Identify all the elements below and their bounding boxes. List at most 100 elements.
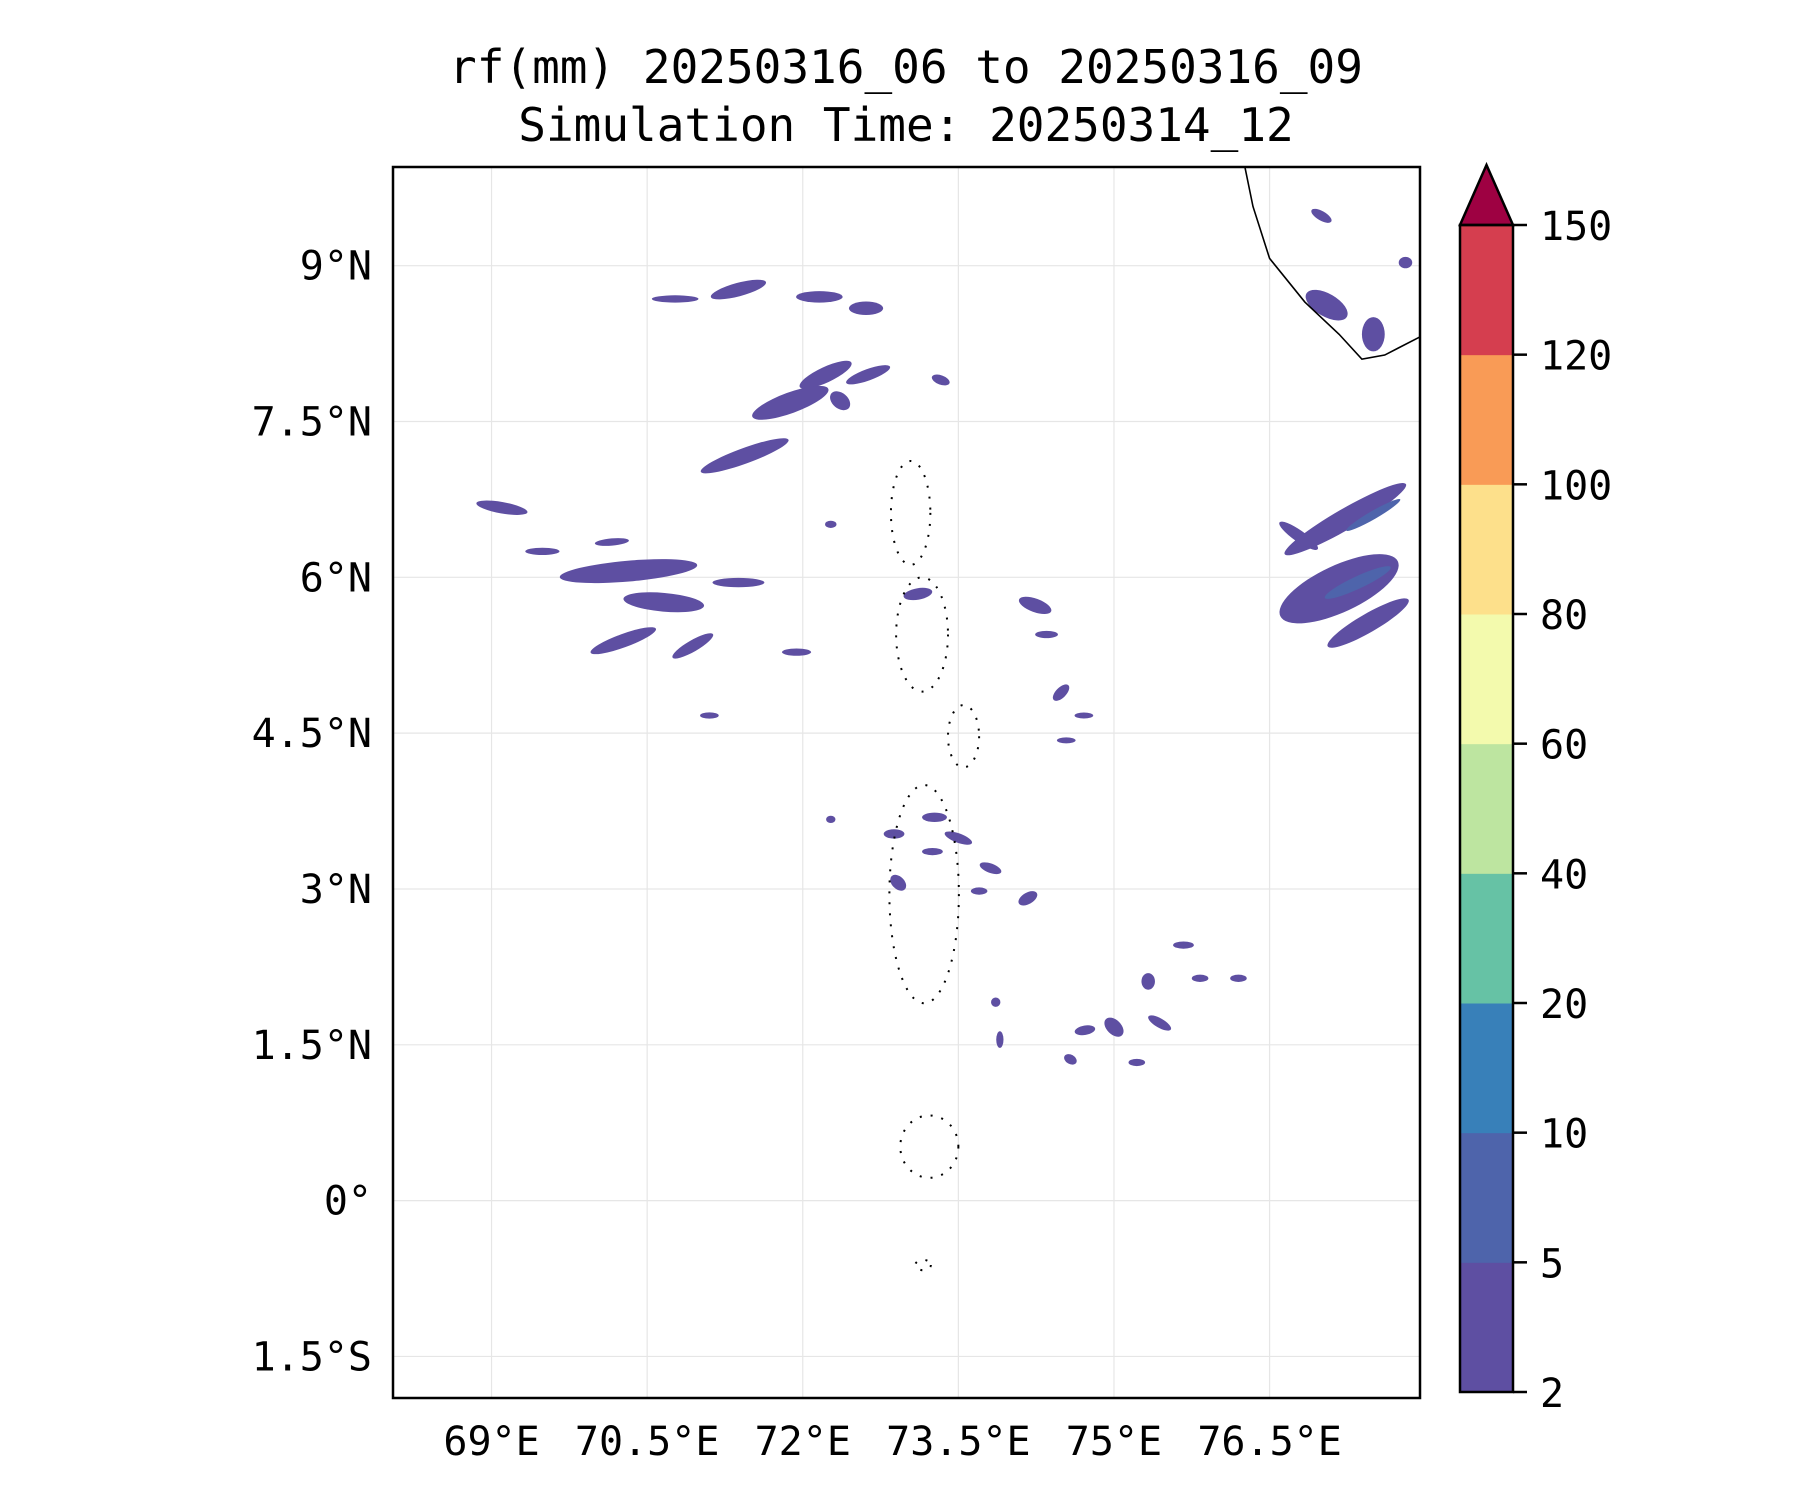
rain-cell bbox=[996, 1031, 1004, 1048]
rain-cell bbox=[672, 633, 714, 659]
y-tick-label: 3°N bbox=[300, 867, 372, 913]
rain-cell bbox=[1324, 566, 1391, 599]
rain-cell bbox=[594, 538, 629, 546]
rain-cell bbox=[931, 374, 950, 386]
y-tick-labels: 9°N 7.5°N 6°N 4.5°N 3°N 1.5°N 0° 1.5°S bbox=[252, 244, 372, 1381]
rain-cell bbox=[1173, 941, 1194, 949]
rain-cell bbox=[1346, 499, 1401, 531]
rain-cell bbox=[1398, 256, 1413, 269]
atoll-outline bbox=[895, 576, 949, 693]
colorbar-tick-label: 120 bbox=[1540, 334, 1612, 380]
rain-cell bbox=[590, 627, 657, 655]
rain-cell bbox=[890, 874, 907, 891]
rain-cell bbox=[1056, 737, 1076, 744]
colorbar-tick-label: 100 bbox=[1540, 463, 1612, 509]
rain-cell bbox=[1018, 596, 1052, 615]
rain-cell bbox=[922, 812, 947, 822]
rain-cell bbox=[1141, 973, 1155, 990]
rain-cell bbox=[712, 577, 765, 588]
maldives-atolls bbox=[888, 459, 981, 1272]
y-tick-label: 1.5°S bbox=[252, 1334, 372, 1380]
rain-cell bbox=[970, 887, 988, 895]
chart-title-line-2: Simulation Time: 20250314_12 bbox=[518, 98, 1293, 152]
colorbar-segment bbox=[1460, 354, 1513, 485]
rain-cell bbox=[1052, 684, 1070, 701]
rain-cell bbox=[1284, 483, 1407, 556]
rain-cell bbox=[922, 847, 943, 856]
rain-cell bbox=[799, 360, 852, 389]
rain-cell bbox=[1035, 630, 1058, 639]
colorbar-tick-label: 20 bbox=[1540, 982, 1588, 1028]
rain-cell bbox=[710, 279, 767, 300]
atoll-outline bbox=[899, 1114, 960, 1179]
y-tick-label: 1.5°N bbox=[252, 1023, 372, 1069]
rain-cell bbox=[830, 391, 851, 411]
rain-cell bbox=[1148, 1015, 1172, 1031]
colorbar-segment bbox=[1460, 484, 1513, 615]
x-tick-label: 69°E bbox=[443, 1419, 539, 1465]
map-background bbox=[393, 167, 1420, 1398]
colorbar-tick-label: 60 bbox=[1540, 723, 1588, 769]
rain-cell bbox=[846, 365, 891, 385]
colorbar-segment bbox=[1460, 1003, 1513, 1134]
y-tick-label: 6°N bbox=[300, 555, 372, 601]
india-coastline bbox=[1244, 167, 1420, 361]
rain-cell bbox=[1104, 1017, 1124, 1037]
rain-cell bbox=[944, 831, 973, 845]
chart-title-line-1: rf(mm) 20250316_06 to 20250316_09 bbox=[449, 40, 1363, 94]
rain-cell bbox=[991, 997, 1001, 1007]
rain-cell bbox=[1128, 1058, 1146, 1067]
rain-cell bbox=[1279, 521, 1319, 550]
rain-cell bbox=[1305, 289, 1348, 321]
colorbar-segment bbox=[1460, 225, 1513, 356]
x-tick-label: 73.5°E bbox=[886, 1419, 1031, 1465]
map-plot-area bbox=[391, 165, 1422, 1400]
colorbar-segment bbox=[1460, 1262, 1513, 1393]
colorbar-tick-label: 150 bbox=[1540, 204, 1612, 250]
rain-cell bbox=[1074, 712, 1094, 719]
rain-cell bbox=[559, 559, 698, 584]
rain-cell bbox=[700, 438, 789, 474]
rain-cell bbox=[1311, 208, 1332, 223]
rain-cell bbox=[883, 829, 905, 839]
x-tick-labels: 69°E 70.5°E 72°E 73.5°E 75°E 76.5°E bbox=[443, 1419, 1341, 1465]
colorbar-tick-label: 10 bbox=[1540, 1112, 1588, 1158]
x-tick-label: 70.5°E bbox=[575, 1419, 720, 1465]
rain-cell bbox=[1074, 1025, 1096, 1036]
rain-cell bbox=[796, 291, 843, 303]
x-tick-label: 72°E bbox=[755, 1419, 851, 1465]
rain-cell bbox=[848, 301, 884, 316]
colorbar-segment bbox=[1460, 1132, 1513, 1263]
colorbar-segment bbox=[1460, 743, 1513, 874]
colorbar-segment bbox=[1460, 614, 1513, 745]
rain-cell bbox=[651, 295, 699, 303]
rain-cell bbox=[1018, 891, 1038, 906]
y-tick-label: 7.5°N bbox=[252, 400, 372, 446]
rain-cell bbox=[1327, 598, 1409, 648]
rain-cells bbox=[476, 208, 1413, 1067]
y-tick-label: 9°N bbox=[300, 244, 372, 290]
rain-cell bbox=[1191, 974, 1209, 982]
colorbar-frame bbox=[1458, 223, 1515, 1394]
colorbar: 2 5 10 20 40 60 80 100 120 150 bbox=[1458, 161, 1612, 1417]
map-frame bbox=[391, 165, 1422, 1400]
rain-cell bbox=[979, 862, 1002, 875]
colorbar-tick-label: 5 bbox=[1540, 1241, 1564, 1287]
x-tick-label: 75°E bbox=[1066, 1419, 1162, 1465]
rain-cell bbox=[782, 648, 812, 656]
gridlines bbox=[393, 167, 1420, 1398]
rain-cell bbox=[623, 592, 705, 613]
rain-cell bbox=[752, 385, 829, 420]
rain-cell bbox=[903, 587, 933, 601]
rain-cell bbox=[476, 500, 528, 515]
rain-cell bbox=[826, 815, 836, 824]
colorbar-tick-label: 40 bbox=[1540, 852, 1588, 898]
rain-cell bbox=[1064, 1054, 1077, 1065]
atoll-outline bbox=[888, 784, 960, 1005]
rain-cell bbox=[1361, 317, 1385, 352]
y-tick-label: 0° bbox=[324, 1179, 372, 1225]
colorbar-tick-label: 80 bbox=[1540, 593, 1588, 639]
rain-cell bbox=[825, 520, 837, 528]
rain-cell bbox=[525, 547, 560, 555]
